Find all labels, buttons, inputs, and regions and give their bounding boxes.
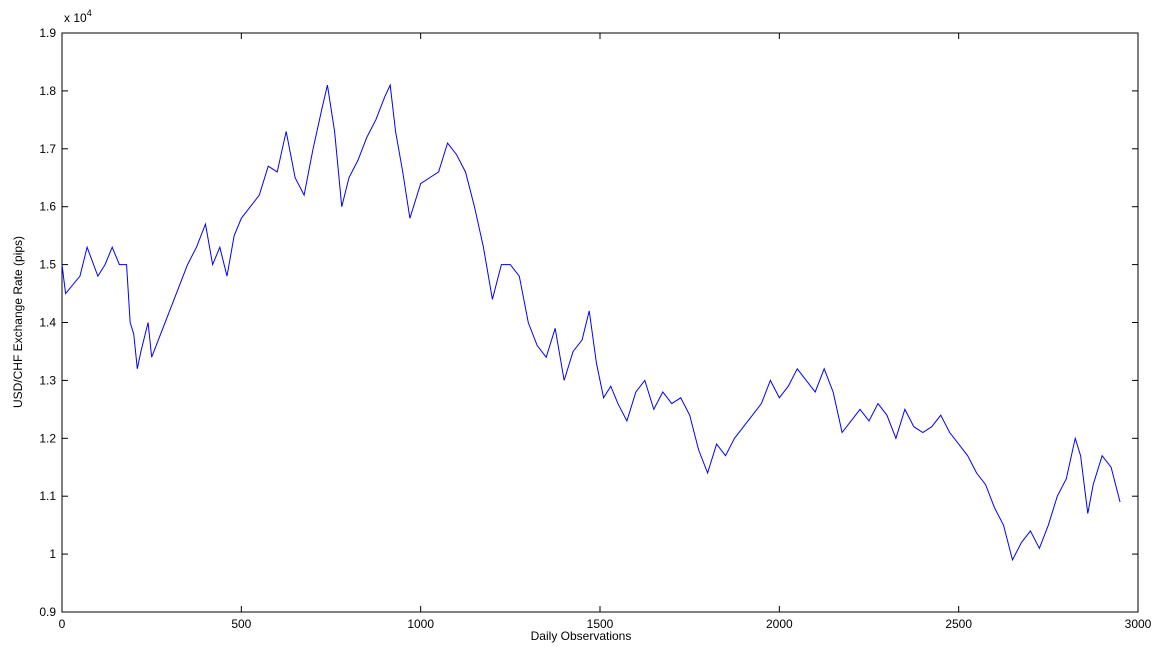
y-tick-label: 1.5: [39, 258, 56, 272]
y-tick-label: 1.8: [39, 84, 56, 98]
x-tick-label: 2500: [945, 617, 972, 631]
axis-multiplier: x 104: [64, 8, 92, 25]
y-axis-label: USD/CHF Exchange Rate (pips): [11, 236, 25, 408]
y-tick-label: 0.9: [39, 605, 56, 619]
y-tick-label: 1: [49, 547, 56, 561]
y-tick-label: 1.4: [39, 316, 56, 330]
y-tick-label: 1.9: [39, 26, 56, 40]
y-tick-label: 1.2: [39, 431, 56, 445]
x-tick-label: 2000: [766, 617, 793, 631]
y-tick-label: 1.3: [39, 373, 56, 387]
y-tick-label: 1.7: [39, 142, 56, 156]
x-tick-label: 3000: [1125, 617, 1152, 631]
x-axis-label: Daily Observations: [531, 629, 632, 643]
multiplier-exponent: 4: [87, 8, 92, 18]
x-tick-label: 0: [59, 617, 66, 631]
x-tick-label: 1000: [407, 617, 434, 631]
plot-frame: [61, 32, 1139, 613]
multiplier-base: x 10: [64, 11, 87, 25]
x-tick-label: 500: [231, 617, 251, 631]
data-line: [61, 83, 1121, 562]
y-tick-label: 1.1: [39, 489, 56, 503]
y-tick-label: 1.6: [39, 200, 56, 214]
x-tick-label: 1500: [587, 617, 614, 631]
